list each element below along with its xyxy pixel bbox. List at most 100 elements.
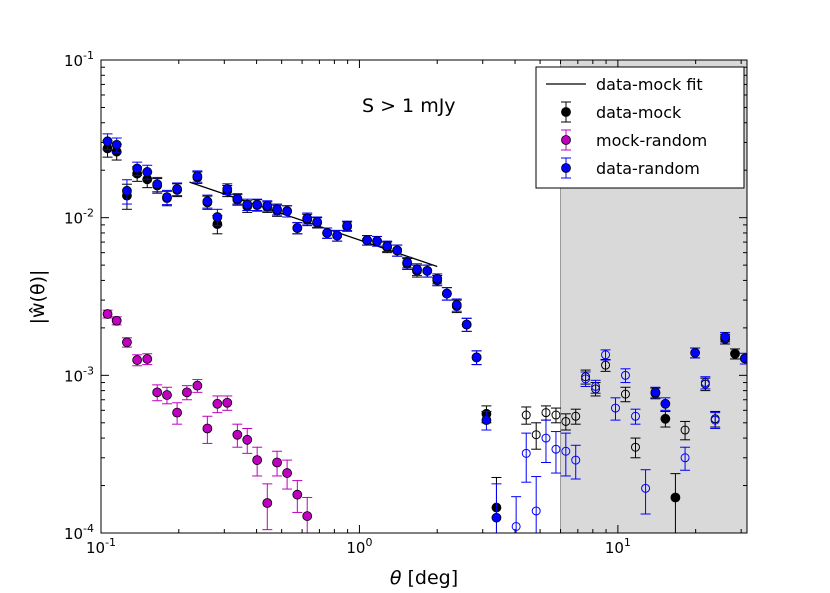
data-point xyxy=(142,167,153,177)
data-point xyxy=(152,387,163,398)
data-point-open xyxy=(551,410,561,420)
data-point xyxy=(262,200,273,211)
data-point xyxy=(720,332,731,342)
data-point-open xyxy=(591,381,601,391)
data-point xyxy=(739,353,747,364)
data-point-open xyxy=(630,411,640,421)
data-point-open xyxy=(620,370,630,380)
x-axis-unit: [deg] xyxy=(401,567,458,589)
data-point xyxy=(292,489,303,500)
series-data-random xyxy=(102,133,747,533)
data-point xyxy=(192,171,203,182)
data-point xyxy=(222,184,233,194)
data-point xyxy=(292,223,303,233)
data-point xyxy=(252,455,263,465)
data-point xyxy=(650,387,661,398)
x-axis-label: θ [deg] xyxy=(390,567,458,589)
data-point-open xyxy=(551,444,561,454)
legend-label-data-mock: data-mock xyxy=(596,103,682,122)
data-point xyxy=(232,193,243,204)
annotation-label: S > 1 mJy xyxy=(362,95,456,117)
data-point xyxy=(302,511,313,521)
data-point-open xyxy=(620,389,630,399)
data-point-open xyxy=(511,521,521,531)
tick-labels: 10-1 100 101 10-4 10-3 10-2 10-1 xyxy=(64,49,631,557)
data-point-open xyxy=(630,442,640,452)
data-point xyxy=(262,498,273,508)
y-tick-label: 10-2 xyxy=(64,207,94,228)
data-point xyxy=(412,264,422,275)
data-marks xyxy=(102,133,747,533)
plot-frame xyxy=(100,59,748,534)
data-point-open xyxy=(541,408,551,418)
data-point xyxy=(660,413,671,424)
data-point xyxy=(471,352,482,363)
x-tick-label: 10-1 xyxy=(86,536,116,557)
data-point-open xyxy=(561,446,571,456)
data-point xyxy=(212,212,223,222)
data-point xyxy=(382,241,393,252)
data-point xyxy=(122,185,132,196)
data-point xyxy=(660,398,671,409)
data-point xyxy=(111,315,122,326)
data-point xyxy=(152,179,163,190)
data-point xyxy=(342,220,353,231)
y-tick-label: 10-1 xyxy=(64,49,94,70)
series-mock-random xyxy=(102,309,313,533)
data-point xyxy=(322,228,333,238)
data-point-open xyxy=(571,455,581,465)
data-point xyxy=(372,236,382,247)
data-point xyxy=(132,163,143,174)
data-point xyxy=(332,230,343,241)
data-point xyxy=(282,206,293,217)
data-point xyxy=(461,319,472,330)
legend: data-mock fit data-mock mock-random data… xyxy=(535,66,745,189)
data-point xyxy=(212,398,223,409)
data-point xyxy=(192,380,203,391)
data-point xyxy=(312,217,323,227)
data-point xyxy=(142,354,153,364)
data-point xyxy=(172,407,182,418)
data-point xyxy=(132,355,143,365)
legend-label-fit: data-mock fit xyxy=(596,75,703,94)
data-point xyxy=(242,434,253,445)
data-point xyxy=(481,415,492,426)
x-tick-label: 100 xyxy=(346,536,372,557)
data-point xyxy=(182,387,192,398)
data-point-open xyxy=(601,360,611,370)
data-point-open xyxy=(641,483,651,493)
data-point-open xyxy=(531,430,541,440)
data-point xyxy=(422,265,433,276)
data-point-open xyxy=(710,415,720,425)
data-point-open xyxy=(521,448,531,458)
y-tick-label: 10-4 xyxy=(64,522,94,543)
data-point-open xyxy=(680,425,690,435)
data-point xyxy=(670,492,681,503)
data-point-open xyxy=(700,378,710,388)
data-point xyxy=(172,184,182,194)
data-point xyxy=(122,337,132,348)
data-point xyxy=(392,245,403,256)
data-point xyxy=(272,457,282,468)
data-point xyxy=(232,429,243,440)
data-point xyxy=(242,199,253,210)
legend-swatch-mock-random xyxy=(561,129,571,151)
data-point xyxy=(202,423,213,434)
data-point-open xyxy=(531,506,541,516)
legend-swatch-data-mock xyxy=(561,101,571,123)
legend-label-data-random: data-random xyxy=(596,159,700,178)
x-tick-label: 101 xyxy=(605,536,631,557)
data-point xyxy=(252,199,263,210)
data-point xyxy=(111,139,122,150)
y-tick-label: 10-3 xyxy=(64,364,94,385)
y-axis-label: |ŵ(θ)| xyxy=(27,270,49,325)
data-point-open xyxy=(571,411,581,421)
data-point-open xyxy=(581,374,591,384)
data-point xyxy=(730,348,740,359)
data-point-open xyxy=(521,410,531,420)
data-point xyxy=(102,309,113,319)
data-point xyxy=(282,468,293,478)
data-point xyxy=(402,257,413,268)
data-point xyxy=(491,512,502,523)
